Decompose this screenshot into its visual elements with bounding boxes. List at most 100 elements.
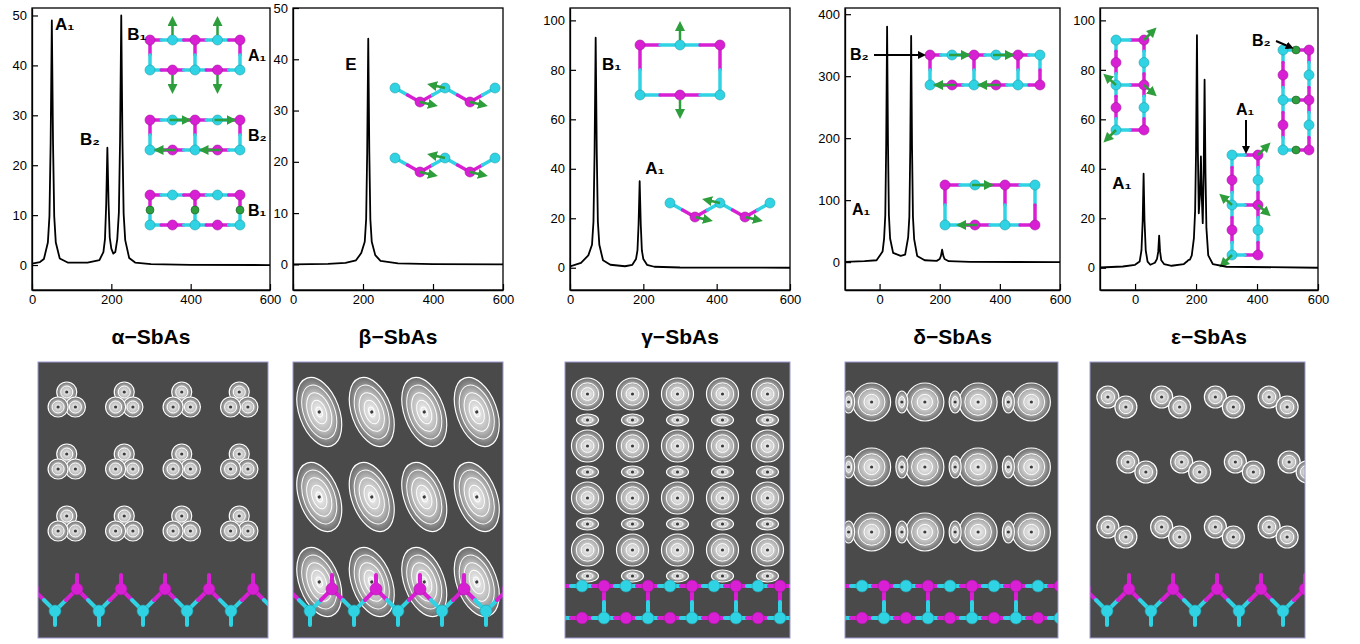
y-tick: 60 xyxy=(551,112,576,127)
y-tick: 40 xyxy=(274,52,299,67)
elf-contour xyxy=(846,462,852,473)
vibration-arrow xyxy=(216,21,219,35)
y-tick-label: 40 xyxy=(274,52,288,67)
y-tick-mark xyxy=(570,169,576,170)
elf-blob xyxy=(906,513,944,551)
y-axis-line xyxy=(293,9,294,291)
atom xyxy=(1304,45,1314,55)
elf-contour xyxy=(1209,520,1222,533)
elf-contour xyxy=(184,401,196,413)
elf-core xyxy=(977,530,980,533)
elf-basin xyxy=(752,430,784,462)
elf-basin xyxy=(1012,513,1050,551)
atom xyxy=(922,612,934,624)
vibration-arrow xyxy=(961,224,978,227)
elf-core xyxy=(189,529,192,532)
elf-blob xyxy=(1276,526,1298,548)
label-arrow xyxy=(1276,41,1290,47)
elf-core xyxy=(923,465,926,468)
atom xyxy=(145,220,155,230)
atom xyxy=(900,612,912,624)
atom xyxy=(190,220,200,230)
atom xyxy=(235,65,245,75)
y-tick: 20 xyxy=(1081,211,1106,226)
elf-blob xyxy=(293,456,350,537)
x-tick: 200 xyxy=(101,284,123,307)
elf-basin xyxy=(221,459,241,479)
elf-contour xyxy=(846,527,852,538)
elf-contour xyxy=(242,401,254,413)
elf-contour xyxy=(672,573,683,579)
elf-basin xyxy=(577,414,599,426)
elf-map xyxy=(845,362,1058,638)
atom xyxy=(181,605,193,617)
y-tick-label: 0 xyxy=(20,258,27,273)
elf-blob xyxy=(1296,461,1305,483)
elf-contour xyxy=(717,417,728,423)
elf-blob xyxy=(572,482,604,514)
elf-core xyxy=(586,496,589,499)
elf-contour xyxy=(407,474,442,520)
elf-contour xyxy=(420,491,429,502)
atom xyxy=(71,583,83,595)
elf-core xyxy=(370,410,374,414)
inset-label: A₁ xyxy=(852,201,871,218)
x-tick-label: 600 xyxy=(1308,292,1330,307)
elf-blob xyxy=(572,430,604,462)
elf-contour xyxy=(167,463,179,475)
elf-contour xyxy=(621,383,643,405)
elf-contour xyxy=(184,463,196,475)
y-tick: 60 xyxy=(1081,112,1106,127)
atom xyxy=(1255,583,1267,595)
y-tick-mark xyxy=(293,162,299,163)
vibration-arrow xyxy=(470,102,483,105)
elf-contour xyxy=(581,492,594,505)
elf-contour xyxy=(1024,394,1039,409)
elf-contour xyxy=(762,573,773,579)
elf-basin xyxy=(617,534,649,566)
elf-blob xyxy=(1012,513,1050,551)
bond xyxy=(1127,575,1131,582)
spectrum-line xyxy=(32,15,270,265)
elf-blob xyxy=(949,521,961,543)
elf-core xyxy=(900,465,903,468)
elf-basin xyxy=(752,378,784,410)
elf-blob xyxy=(1002,521,1014,543)
elf-core xyxy=(586,522,589,525)
x-tick: 0 xyxy=(1132,284,1139,307)
bond xyxy=(1215,575,1219,582)
elf-core xyxy=(114,467,117,470)
atom xyxy=(675,40,685,50)
x-tick: 400 xyxy=(1247,284,1269,307)
y-tick-label: 20 xyxy=(274,154,288,169)
elf-basin xyxy=(1002,456,1014,478)
elf-core xyxy=(586,444,589,447)
elf-blob xyxy=(752,430,784,462)
elf-contour xyxy=(1005,462,1011,473)
elf-core xyxy=(721,444,724,447)
plot-area xyxy=(293,39,503,265)
elf-blob xyxy=(712,466,734,478)
elf-blob xyxy=(1012,448,1050,486)
y-tick-label: 0 xyxy=(1088,260,1095,275)
elf-contour xyxy=(302,559,337,605)
vibration-dot xyxy=(236,206,244,214)
elf-contour xyxy=(1263,520,1276,533)
y-axis: 01020304050 xyxy=(274,1,299,291)
elf-core xyxy=(1180,460,1183,463)
atom xyxy=(436,605,448,617)
y-tick-label: 20 xyxy=(1081,211,1095,226)
atom xyxy=(988,612,1000,624)
elf-contour xyxy=(361,398,382,426)
elf-contour xyxy=(576,539,598,561)
y-tick-mark xyxy=(32,115,38,116)
elf-contour xyxy=(118,448,130,460)
elf-basin xyxy=(1115,526,1137,548)
y-tick-mark xyxy=(1100,70,1106,71)
atom xyxy=(686,612,698,624)
atom xyxy=(944,612,956,624)
atom xyxy=(1054,580,1058,592)
vibration-dot xyxy=(1292,146,1300,154)
elf-basin xyxy=(853,383,891,421)
elf-basin xyxy=(617,430,649,462)
